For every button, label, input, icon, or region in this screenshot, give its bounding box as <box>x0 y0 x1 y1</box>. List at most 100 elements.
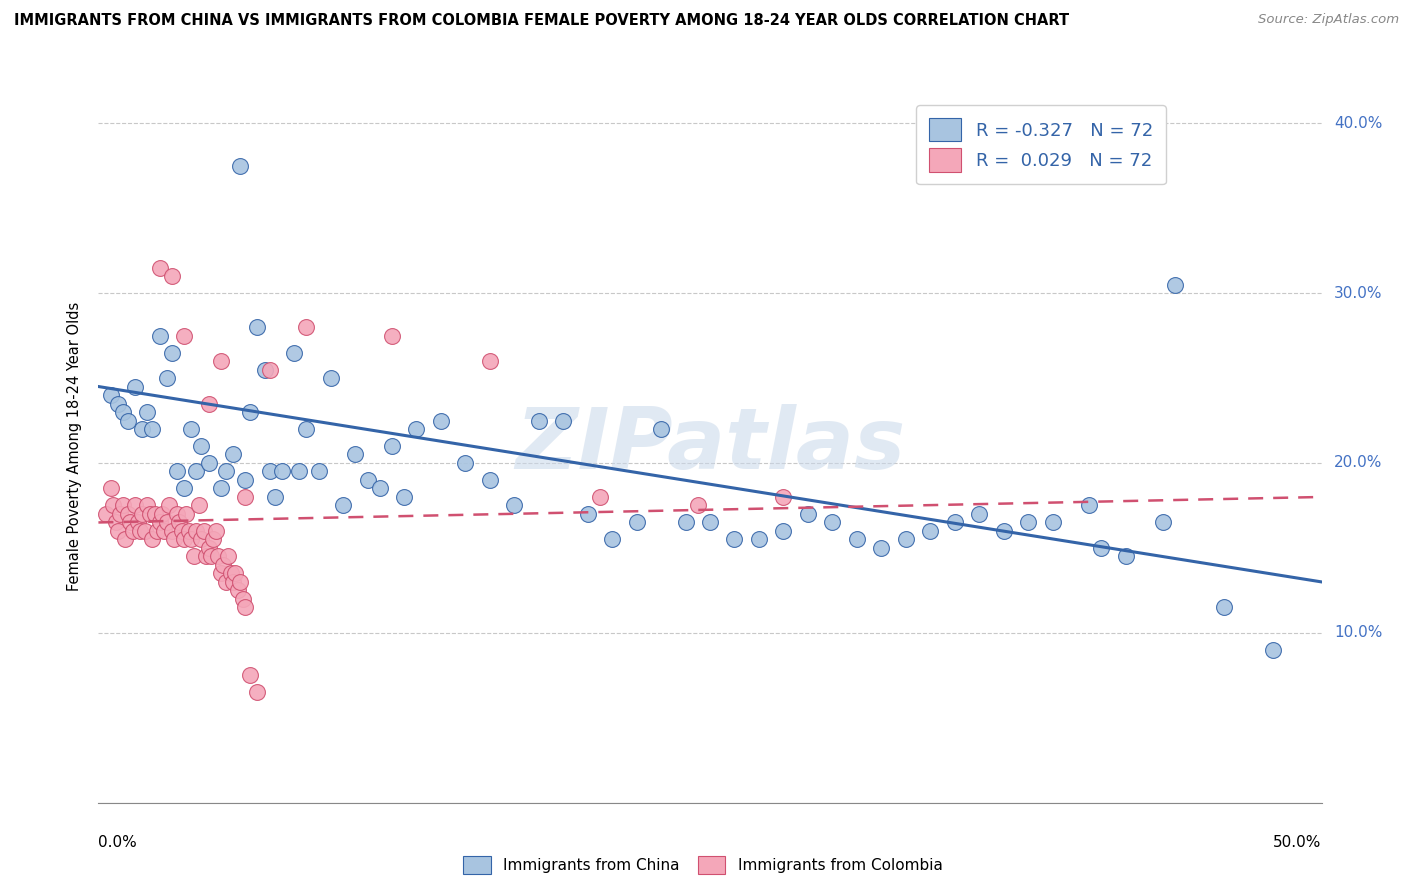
Point <box>149 516 172 530</box>
Point <box>772 490 794 504</box>
Point <box>993 524 1015 538</box>
Point <box>226 583 249 598</box>
Point <box>150 507 173 521</box>
Point <box>626 516 648 530</box>
Point <box>797 507 820 521</box>
Point <box>190 439 212 453</box>
Point <box>111 405 134 419</box>
Point <box>253 362 276 376</box>
Point <box>127 516 149 530</box>
Point <box>197 456 219 470</box>
Point <box>600 533 623 547</box>
Point <box>180 422 202 436</box>
Point <box>232 591 254 606</box>
Point <box>430 413 453 427</box>
Point <box>356 473 378 487</box>
Point <box>157 499 180 513</box>
Point <box>392 490 416 504</box>
Point <box>183 549 205 564</box>
Point <box>454 456 477 470</box>
Point <box>894 533 917 547</box>
Point <box>107 524 129 538</box>
Point <box>166 465 188 479</box>
Point <box>332 499 354 513</box>
Text: 10.0%: 10.0% <box>1334 625 1382 640</box>
Point <box>650 422 672 436</box>
Point <box>288 465 311 479</box>
Point <box>239 668 262 682</box>
Point <box>131 422 153 436</box>
Text: ZIPatlas: ZIPatlas <box>515 404 905 488</box>
Point <box>381 439 404 453</box>
Point <box>136 499 159 513</box>
Point <box>772 524 794 538</box>
Point <box>263 490 285 504</box>
Point <box>143 507 166 521</box>
Point <box>239 405 262 419</box>
Point <box>124 379 146 393</box>
Point <box>160 345 183 359</box>
Point <box>589 490 612 504</box>
Text: IMMIGRANTS FROM CHINA VS IMMIGRANTS FROM COLOMBIA FEMALE POVERTY AMONG 18-24 YEA: IMMIGRANTS FROM CHINA VS IMMIGRANTS FROM… <box>14 13 1069 29</box>
Point <box>270 465 294 479</box>
Point <box>319 371 342 385</box>
Point <box>478 354 501 368</box>
Point <box>212 558 235 572</box>
Point <box>186 524 208 538</box>
Point <box>845 533 868 547</box>
Point <box>943 516 966 530</box>
Text: 30.0%: 30.0% <box>1334 285 1382 301</box>
Point <box>141 533 163 547</box>
Point <box>156 516 179 530</box>
Point <box>1078 499 1101 513</box>
Point <box>110 507 132 521</box>
Text: 50.0%: 50.0% <box>1274 835 1322 850</box>
Text: Source: ZipAtlas.com: Source: ZipAtlas.com <box>1258 13 1399 27</box>
Point <box>120 516 142 530</box>
Point <box>967 507 990 521</box>
Point <box>124 499 146 513</box>
Point <box>166 507 188 521</box>
Point <box>100 388 122 402</box>
Point <box>748 533 770 547</box>
Point <box>224 566 246 581</box>
Point <box>197 396 219 410</box>
Point <box>381 328 404 343</box>
Text: 20.0%: 20.0% <box>1334 456 1382 470</box>
Point <box>149 328 172 343</box>
Point <box>723 533 745 547</box>
Point <box>134 524 156 538</box>
Point <box>131 507 153 521</box>
Point <box>141 422 163 436</box>
Point <box>146 524 169 538</box>
Point <box>173 482 195 496</box>
Point <box>117 507 139 521</box>
Point <box>368 482 391 496</box>
Point <box>111 499 134 513</box>
Point <box>1115 549 1137 564</box>
Point <box>136 405 159 419</box>
Point <box>233 490 256 504</box>
Point <box>187 499 209 513</box>
Point <box>209 482 232 496</box>
Point <box>160 269 183 284</box>
Point <box>246 320 269 334</box>
Legend: R = -0.327   N = 72, R =  0.029   N = 72: R = -0.327 N = 72, R = 0.029 N = 72 <box>917 105 1166 185</box>
Point <box>1164 277 1187 292</box>
Point <box>229 574 252 589</box>
Point <box>197 541 219 555</box>
Point <box>139 507 162 521</box>
Point <box>686 499 709 513</box>
Point <box>100 482 122 496</box>
Point <box>163 533 186 547</box>
Point <box>233 600 256 615</box>
Point <box>167 516 190 530</box>
Point <box>699 516 721 530</box>
Point <box>246 685 269 699</box>
Point <box>576 507 599 521</box>
Point <box>283 345 305 359</box>
Point <box>259 362 281 376</box>
Text: 0.0%: 0.0% <box>98 835 138 850</box>
Point <box>107 396 129 410</box>
Point <box>217 549 239 564</box>
